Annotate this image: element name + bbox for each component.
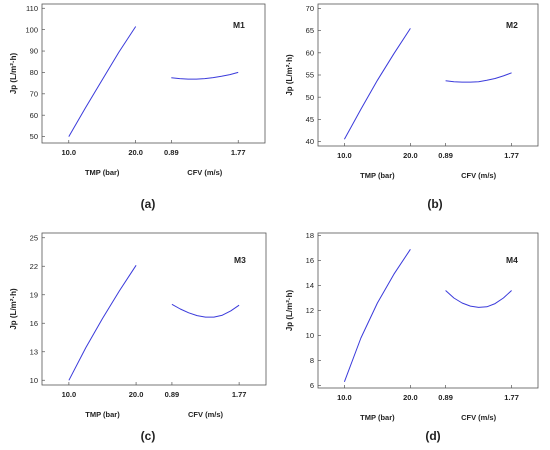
y-axis-label: Jp (L/m²·h): [9, 288, 18, 330]
y-tick-label: 6: [310, 381, 314, 390]
y-tick-label: 8: [310, 356, 314, 365]
model-label: M2: [506, 20, 518, 30]
x-axis-label-tmp: TMP (bar): [360, 171, 395, 180]
y-tick-label: 10: [306, 331, 314, 340]
x-axis-label-cfv: CFV (m/s): [461, 171, 497, 180]
panel-caption: (c): [141, 429, 156, 443]
series-line-cfv: [445, 72, 512, 83]
model-label: M4: [506, 255, 518, 265]
y-tick-label: 50: [306, 93, 314, 102]
x-tick-label: 0.89: [164, 148, 179, 157]
y-tick-label: 25: [30, 233, 38, 242]
y-tick-label: 16: [306, 256, 314, 265]
y-axis-label: Jp (L/m²·h): [285, 290, 294, 332]
x-tick-label: 10.0: [337, 393, 352, 402]
y-tick-label: 40: [306, 137, 314, 146]
x-tick-label: 20.0: [403, 393, 418, 402]
chart-panel-3: 10 13 16 19 22 25 10.0 20.0 0.89 1.77 TMP (bar) CFV…: [9, 232, 267, 443]
y-tick-label: 50: [30, 132, 38, 141]
x-tick-label: 20.0: [129, 390, 144, 399]
y-tick-label: 18: [306, 231, 314, 240]
x-axis-label-tmp: TMP (bar): [85, 168, 120, 177]
y-tick-label: 19: [30, 290, 38, 299]
y-tick-label: 22: [30, 262, 38, 271]
x-axis-label-tmp: TMP (bar): [85, 410, 120, 419]
x-tick-label: 10.0: [61, 148, 76, 157]
panel-caption: (a): [141, 197, 156, 211]
y-tick-label: 14: [306, 281, 314, 290]
plot-frame: [41, 3, 266, 144]
x-tick-label: 1.77: [231, 148, 246, 157]
panel-caption: (d): [425, 429, 440, 443]
y-tick-label: 45: [306, 115, 314, 124]
series-line-cfv: [171, 71, 239, 80]
x-axis-label-cfv: CFV (m/s): [187, 168, 223, 177]
y-tick-label: 65: [306, 26, 314, 35]
x-axis-label-cfv: CFV (m/s): [461, 413, 497, 422]
y-tick-label: 70: [306, 4, 314, 13]
x-tick-label: 20.0: [128, 148, 143, 157]
series-line-tmp: [68, 26, 137, 137]
panel-caption: (b): [427, 197, 442, 211]
y-axis-label: Jp (L/m²·h): [9, 53, 18, 95]
y-tick-label: 90: [30, 47, 38, 56]
x-tick-label: 1.77: [504, 151, 519, 160]
model-label: M3: [234, 255, 246, 265]
series-line-cfv: [171, 303, 240, 318]
x-tick-label: 1.77: [232, 390, 247, 399]
series-line-tmp: [343, 28, 411, 140]
x-tick-label: 0.89: [438, 151, 453, 160]
chart-panel-1: 50 60 70 80 90 100 110 10.0 20.0 0.89 1.77 TMP (bar…: [9, 3, 266, 211]
series-line-tmp: [343, 249, 411, 382]
y-tick-label: 13: [30, 347, 38, 356]
y-tick-label: 12: [306, 306, 314, 315]
x-tick-label: 0.89: [165, 390, 180, 399]
y-tick-label: 55: [306, 71, 314, 80]
y-tick-label: 60: [30, 111, 38, 120]
series-line-cfv: [445, 290, 512, 308]
y-axis-label: Jp (L/m²·h): [285, 54, 294, 96]
y-tick-label: 80: [30, 68, 38, 77]
x-tick-label: 1.77: [504, 393, 519, 402]
chart-panel-2: 40 45 50 55 60 65 70 10.0 20.0 0.89 1.77 TMP (bar) C…: [285, 3, 539, 211]
x-axis-label-tmp: TMP (bar): [360, 413, 395, 422]
model-label: M1: [233, 20, 245, 30]
y-tick-label: 70: [30, 89, 38, 98]
y-tick-label: 110: [26, 4, 38, 13]
x-tick-label: 10.0: [337, 151, 352, 160]
y-tick-label: 16: [30, 319, 38, 328]
series-line-tmp: [68, 265, 137, 381]
x-tick-label: 0.89: [438, 393, 453, 402]
chart-panel-4: 6 8 10 12 14 16 18 10.0 20.0 0.89 1.77 TMP (bar) CFV…: [285, 231, 539, 443]
y-tick-label: 100: [25, 25, 38, 34]
y-tick-label: 60: [306, 48, 314, 57]
x-axis-label-cfv: CFV (m/s): [188, 410, 224, 419]
x-tick-label: 10.0: [62, 390, 77, 399]
plot-frame: [41, 232, 267, 386]
y-tick-label: 10: [30, 376, 38, 385]
x-tick-label: 20.0: [403, 151, 418, 160]
